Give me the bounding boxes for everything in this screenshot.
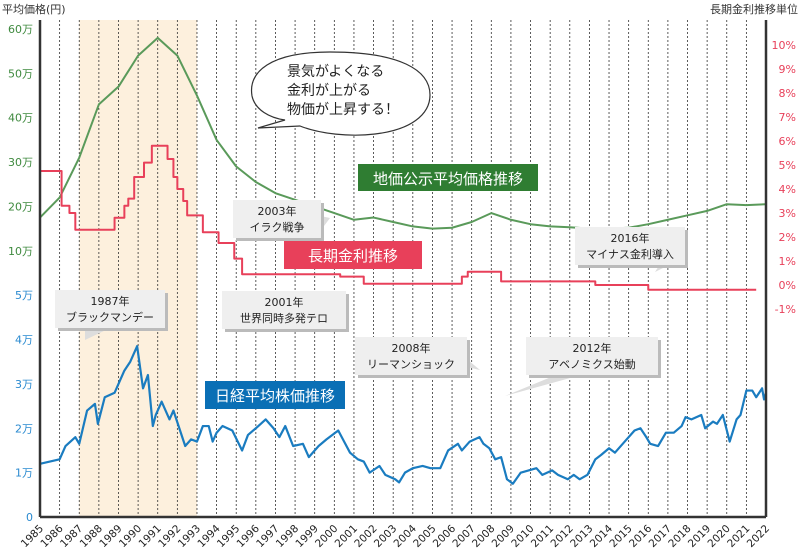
right-tick-7%: 7%	[779, 111, 796, 124]
right-tick-6%: 6%	[779, 135, 796, 148]
annotation-year: 2001年	[265, 295, 304, 309]
annotation-event: アベノミクス始動	[548, 357, 635, 371]
annotation-box	[575, 227, 685, 265]
bubble-line-2: 金利が上がる	[287, 83, 371, 99]
annotation-event: ブラックマンデー	[66, 310, 154, 324]
annotation-box	[222, 291, 346, 329]
annotation-pointer	[505, 375, 581, 396]
interest-rate-line	[40, 144, 757, 291]
annotation-box	[233, 200, 321, 238]
nikkei-label: 日経平均株価推移	[215, 387, 335, 405]
right-tick-8%: 8%	[779, 87, 796, 100]
right-tick-0%: 0%	[779, 279, 796, 292]
nikkei-label-box	[205, 381, 345, 409]
right-tick-3%: 3%	[779, 207, 796, 220]
right-tick--1%: -1%	[775, 303, 796, 316]
annotation-event: リーマンショック	[367, 358, 455, 371]
right-tick-9%: 9%	[779, 63, 796, 76]
left-tick-60万: 60万	[8, 23, 33, 36]
right-tick-10%: 10%	[772, 39, 796, 52]
left-tick-40万: 40万	[8, 112, 33, 125]
legend-boxes: 地価公示平均価格推移 長期金利推移 日経平均株価推移	[205, 164, 538, 409]
right-tick-1%: 1%	[779, 255, 796, 268]
annotation-year: 2016年	[611, 231, 650, 245]
left-tick-30万: 30万	[8, 156, 33, 169]
annotation-event: 世界同時多発テロ	[240, 311, 328, 325]
left-tick-50万: 50万	[8, 67, 33, 80]
annotation-box	[355, 337, 467, 375]
left-tick-20万: 20万	[8, 200, 33, 213]
annotation-year: 2008年	[392, 341, 431, 355]
annotation-year: 2003年	[258, 204, 297, 218]
right-tick-2%: 2%	[779, 231, 796, 244]
left-tick-3万: 3万	[15, 378, 33, 391]
annotation-event: イラク戦争	[250, 220, 305, 234]
land-label: 地価公示平均価格推移	[373, 170, 523, 188]
left-tick-10万: 10万	[8, 245, 33, 258]
left-tick-0: 0	[26, 511, 33, 524]
land-price-line	[39, 36, 767, 230]
land-label-box	[358, 164, 538, 191]
bubble-line-3: 物価が上昇する！	[287, 102, 399, 118]
left-axis-title: 平均価格(円)	[2, 2, 66, 16]
rate-label: 長期金利推移	[308, 247, 398, 265]
x-tick-2022: 2022	[745, 523, 772, 550]
right-tick-5%: 5%	[779, 159, 796, 172]
left-tick-4万: 4万	[15, 334, 33, 347]
left-tick-5万: 5万	[15, 289, 33, 302]
annotation-event: マイナス金利導入	[586, 247, 674, 261]
left-tick-2万: 2万	[15, 422, 33, 435]
right-tick-4%: 4%	[779, 183, 796, 196]
series-lines	[39, 36, 768, 485]
rate-label-box	[284, 241, 422, 269]
nikkei-line	[39, 345, 768, 485]
annotation-year: 1987年	[91, 294, 130, 308]
grid-lines	[59, 20, 747, 517]
bubble-line-1: 景気がよくなる	[287, 64, 384, 80]
left-tick-1万: 1万	[15, 467, 33, 480]
annotation-box	[526, 337, 658, 375]
right-axis-title: 長期金利推移単位	[710, 2, 798, 16]
annotation-year: 2012年	[573, 341, 612, 355]
speech-bubble: 景気がよくなる 金利が上がる 物価が上昇する！	[250, 51, 431, 136]
annotation-box	[55, 290, 165, 328]
